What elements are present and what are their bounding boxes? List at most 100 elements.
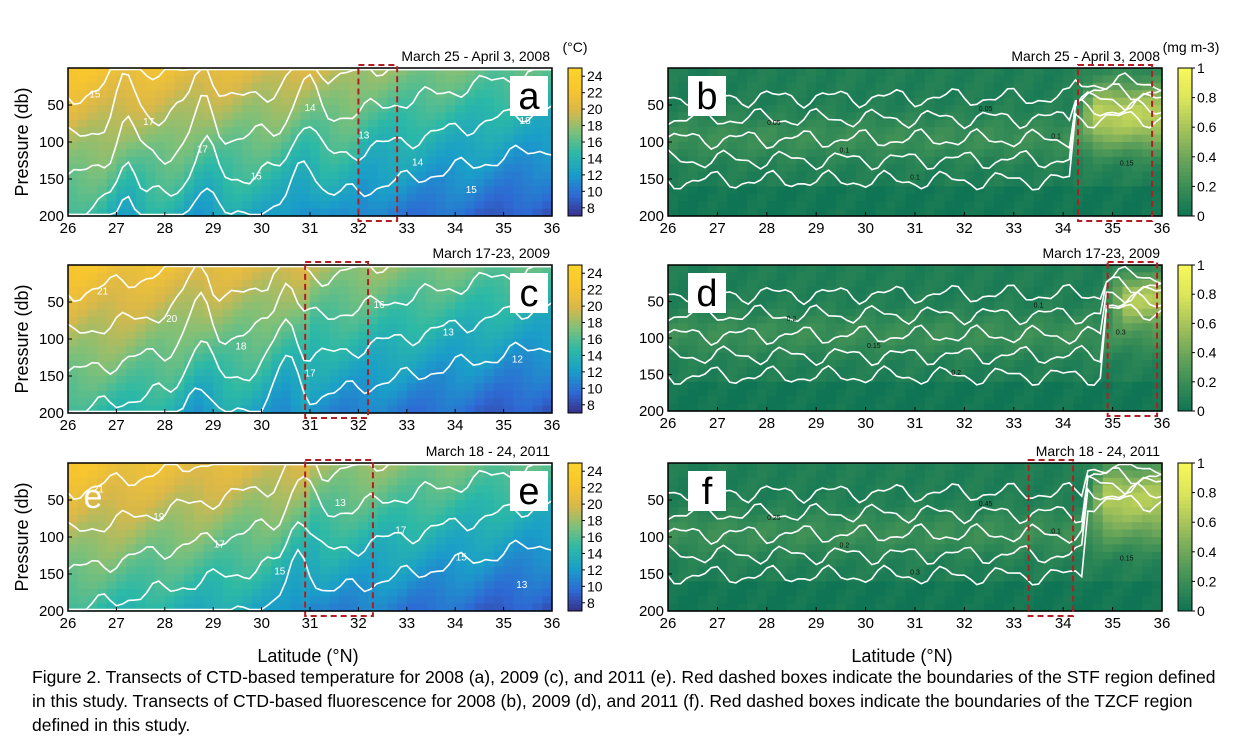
heatmap-cell bbox=[1033, 381, 1045, 390]
heatmap-cell bbox=[193, 537, 205, 545]
heatmap-cell bbox=[522, 376, 534, 384]
heatmap-cell bbox=[203, 90, 214, 99]
heatmap-cell bbox=[97, 405, 108, 414]
heatmap-cell bbox=[358, 316, 369, 325]
heatmap-cell bbox=[513, 376, 524, 384]
heatmap-cell bbox=[271, 514, 282, 523]
heatmap-cell bbox=[964, 119, 975, 128]
heatmap-cell bbox=[1043, 156, 1054, 165]
heatmap-cell bbox=[280, 287, 292, 296]
heatmap-cell bbox=[806, 82, 817, 91]
heatmap-cell bbox=[1102, 345, 1114, 354]
heatmap-cell bbox=[203, 331, 214, 340]
heatmap-cell bbox=[319, 119, 330, 128]
heatmap-cell bbox=[964, 352, 975, 361]
heatmap-cell bbox=[1043, 272, 1054, 281]
heatmap-cell bbox=[426, 398, 437, 407]
heatmap-cell bbox=[416, 164, 427, 173]
heatmap-cell bbox=[300, 201, 311, 210]
heatmap-cell bbox=[1053, 164, 1064, 173]
heatmap-cell bbox=[87, 574, 98, 582]
heatmap-cell bbox=[87, 390, 98, 399]
heatmap-cell bbox=[280, 149, 292, 158]
heatmap-cell bbox=[126, 68, 137, 76]
heatmap-cell bbox=[1092, 323, 1104, 332]
heatmap-cell bbox=[826, 156, 837, 165]
heatmap-cell bbox=[1043, 396, 1054, 405]
heatmap-cell bbox=[242, 514, 253, 523]
heatmap-cell bbox=[668, 97, 679, 106]
heatmap-cell bbox=[796, 193, 807, 202]
heatmap-cell bbox=[464, 346, 476, 355]
heatmap-cell bbox=[329, 142, 340, 150]
colorbar-cell bbox=[568, 105, 582, 110]
heatmap-cell bbox=[1003, 279, 1015, 288]
heatmap-cell bbox=[213, 551, 224, 560]
heatmap-cell bbox=[377, 149, 389, 158]
heatmap-cell bbox=[184, 208, 195, 217]
heatmap-cell bbox=[717, 142, 728, 150]
heatmap-cell bbox=[484, 398, 495, 407]
heatmap-cell bbox=[232, 368, 243, 377]
heatmap-cell bbox=[116, 331, 127, 340]
heatmap-cell bbox=[300, 105, 311, 113]
heatmap-cells bbox=[668, 68, 1163, 217]
heatmap-cell bbox=[1102, 156, 1114, 165]
heatmap-cell bbox=[203, 603, 214, 612]
heatmap-cell bbox=[944, 105, 956, 113]
heatmap-cell bbox=[97, 208, 108, 217]
heatmap-cell bbox=[885, 279, 896, 288]
colorbar-cell bbox=[568, 276, 582, 281]
heatmap-cell bbox=[193, 390, 205, 399]
heatmap-cell bbox=[1082, 286, 1094, 295]
heatmap-cell bbox=[310, 514, 321, 523]
heatmap-cell bbox=[213, 279, 224, 288]
heatmap-cell bbox=[756, 134, 768, 143]
heatmap-cell bbox=[203, 596, 214, 605]
heatmap-cell bbox=[747, 345, 758, 354]
heatmap-cell bbox=[106, 75, 117, 84]
heatmap-cell bbox=[68, 544, 79, 553]
heatmap-cell bbox=[994, 186, 1005, 195]
heatmap-cell bbox=[697, 112, 709, 121]
heatmap-cell bbox=[251, 376, 263, 384]
heatmap-cell bbox=[1132, 82, 1143, 91]
heatmap-cell bbox=[426, 171, 437, 180]
heatmap-cell bbox=[1142, 352, 1153, 361]
heatmap-cell bbox=[213, 265, 224, 273]
heatmap-cell bbox=[865, 316, 877, 324]
heatmap-cell bbox=[68, 383, 79, 392]
heatmap-cell bbox=[786, 389, 798, 397]
colorbar-cell bbox=[568, 327, 582, 333]
heatmap-cell bbox=[915, 279, 926, 288]
heatmap-cell bbox=[776, 374, 788, 383]
heatmap-cell bbox=[87, 208, 98, 217]
heatmap-cell bbox=[806, 396, 817, 405]
colorbar-cell bbox=[568, 208, 582, 213]
heatmap-cell bbox=[954, 75, 965, 84]
heatmap-cell bbox=[954, 389, 965, 397]
heatmap-cell bbox=[222, 149, 234, 158]
heatmap-cell bbox=[1102, 90, 1114, 99]
contour-label: 0.1 bbox=[910, 175, 920, 182]
colorbar-cell bbox=[1178, 305, 1192, 310]
heatmap-cell bbox=[435, 75, 447, 84]
heatmap-cell bbox=[934, 208, 946, 217]
heatmap-cell bbox=[261, 361, 272, 370]
heatmap-cell bbox=[126, 470, 137, 479]
heatmap-cell bbox=[77, 463, 88, 471]
heatmap-cell bbox=[87, 171, 98, 180]
heatmap-cell bbox=[126, 463, 137, 471]
heatmap-cell bbox=[77, 559, 88, 568]
heatmap-cell bbox=[1092, 403, 1104, 412]
heatmap-cell bbox=[944, 134, 956, 143]
heatmap-cell bbox=[1132, 171, 1143, 180]
heatmap-cell bbox=[776, 164, 788, 173]
heatmap-cell bbox=[435, 156, 447, 165]
heatmap-cell bbox=[280, 492, 292, 501]
heatmap-cell bbox=[885, 75, 896, 84]
heatmap-cell bbox=[97, 265, 108, 273]
heatmap-cell bbox=[97, 477, 108, 486]
heatmap-cell bbox=[1033, 316, 1045, 324]
heatmap-cell bbox=[87, 127, 98, 136]
